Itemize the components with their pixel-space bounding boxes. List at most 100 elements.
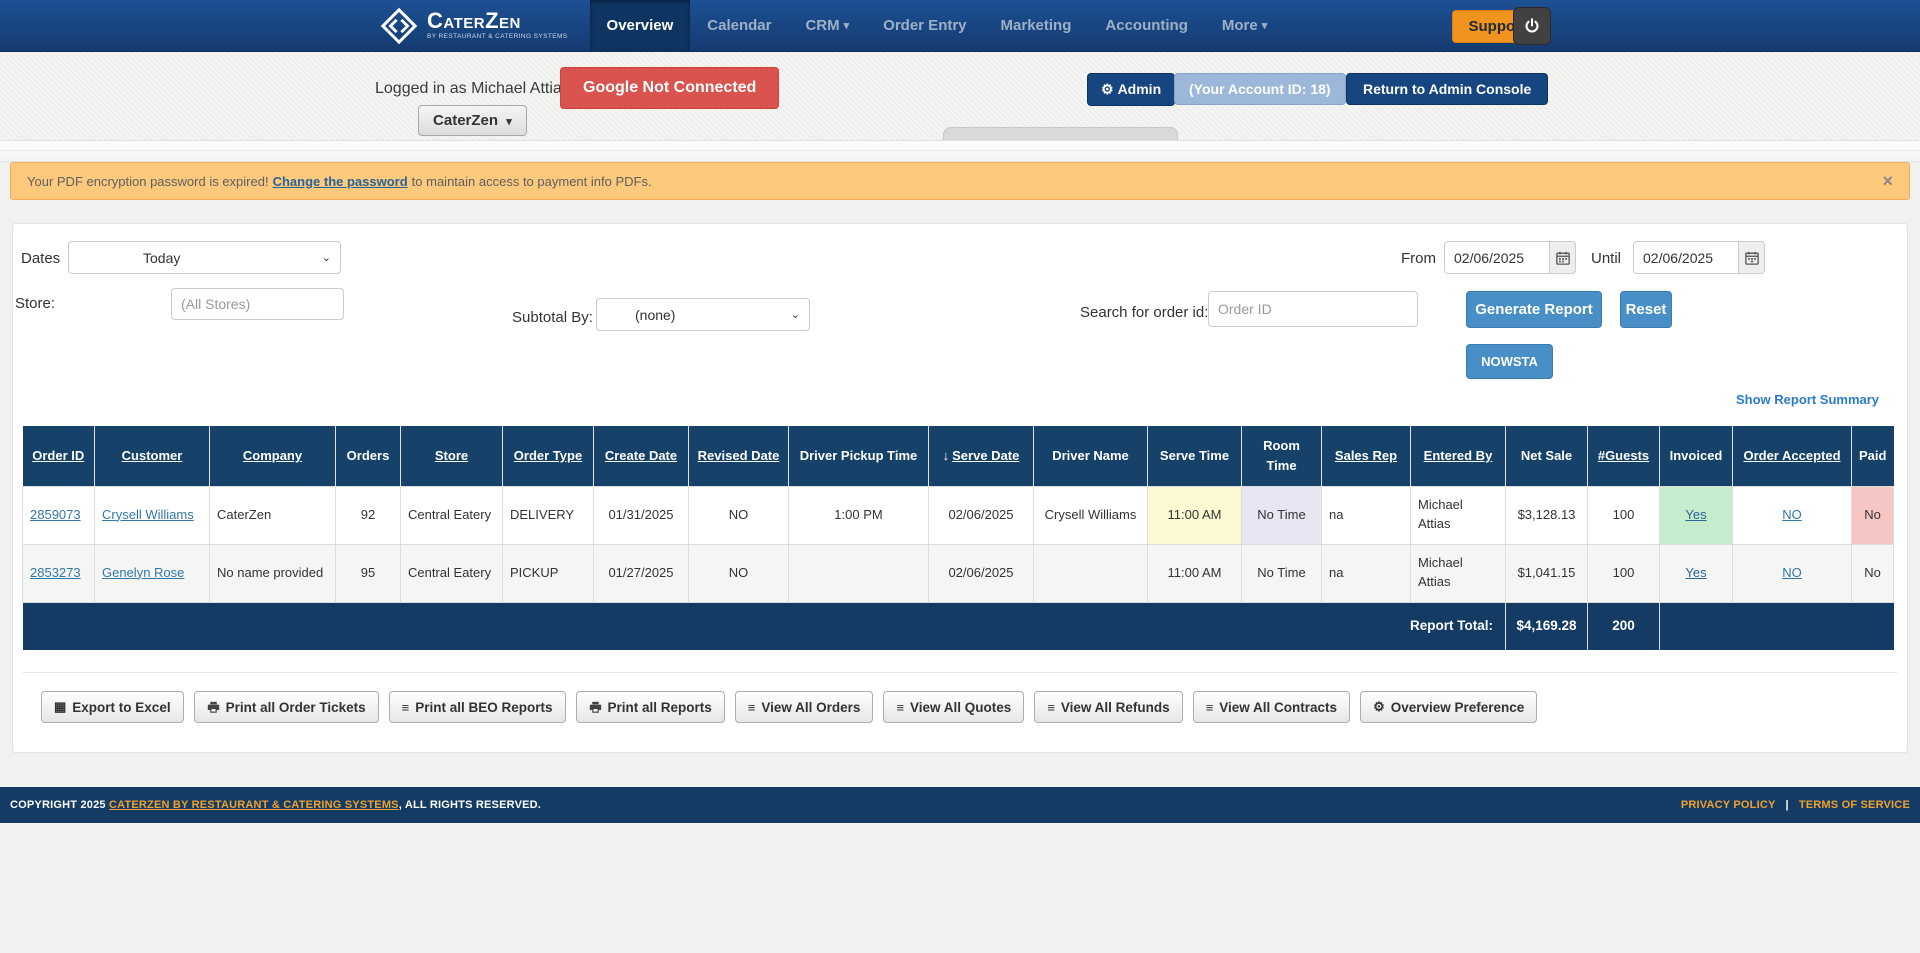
column-header-order-type[interactable]: Order Type: [502, 426, 594, 486]
until-calendar-icon[interactable]: [1738, 241, 1765, 274]
nav-item-order-entry[interactable]: Order Entry: [883, 17, 967, 34]
column-header-sales-rep[interactable]: Sales Rep: [1321, 426, 1411, 486]
cell-driver_name: Crysell Williams: [1033, 485, 1148, 545]
privacy-policy-link[interactable]: PRIVACY POLICY: [1680, 799, 1776, 811]
column-header-customer[interactable]: Customer: [94, 426, 210, 486]
until-date-input[interactable]: [1633, 241, 1739, 274]
column-header-order-accepted[interactable]: Order Accepted: [1732, 426, 1852, 486]
terms-of-service-link[interactable]: TERMS OF SERVICE: [1798, 799, 1910, 811]
order_id-link[interactable]: 2859073: [30, 506, 81, 522]
column-header-driver-pickup-time: Driver Pickup Time: [788, 426, 929, 486]
cell-order_id: 2859073: [22, 485, 95, 545]
nav-item-overview[interactable]: Overview: [589, 0, 691, 51]
column-label[interactable]: Store: [434, 448, 469, 463]
column-header-entered-by[interactable]: Entered By: [1410, 426, 1506, 486]
generate-report-button[interactable]: Generate Report: [1466, 291, 1602, 328]
column-header-revised-date[interactable]: Revised Date: [688, 426, 789, 486]
nav-item-calendar[interactable]: Calendar: [707, 17, 772, 34]
report-total-empty: [1659, 602, 1894, 650]
cell-guests: 100: [1587, 543, 1660, 603]
account-id-button[interactable]: (Your Account ID: 18): [1174, 73, 1346, 105]
power-icon: [1523, 17, 1541, 35]
column-label[interactable]: #Guests: [1597, 448, 1650, 463]
view-all-orders-button[interactable]: ≡ View All Orders: [734, 691, 874, 723]
pdf-password-alert: Your PDF encryption password is expired!…: [10, 162, 1910, 200]
table-row: 2859073 Crysell Williams CaterZen 92 Central…: [22, 485, 1894, 545]
column-label[interactable]: Create Date: [604, 448, 678, 463]
column-header-orders: Orders: [335, 426, 401, 486]
cell-driver_name: [1033, 543, 1148, 603]
orders-table: Order ID Customer Company Orders Store Order …: [22, 426, 1894, 650]
action-button-label: Print all Order Tickets: [225, 699, 366, 715]
select-caret-icon: ⌄: [790, 309, 800, 321]
column-label[interactable]: Sales Rep: [1334, 448, 1398, 463]
from-date-input[interactable]: [1444, 241, 1550, 274]
view-all-quotes-button[interactable]: ≡ View All Quotes: [883, 691, 1025, 723]
google-not-connected-button[interactable]: Google Not Connected: [560, 67, 780, 109]
nav-item-more[interactable]: More ▾: [1221, 17, 1268, 34]
subtotal-by-select[interactable]: (none) ⌄: [596, 298, 810, 331]
from-calendar-icon[interactable]: [1549, 241, 1576, 274]
show-report-summary-link[interactable]: Show Report Summary: [1736, 392, 1880, 407]
alert-close-icon[interactable]: ×: [1882, 171, 1893, 191]
print-all-order-tickets-button[interactable]: Print all Order Tickets: [193, 691, 379, 723]
column-label[interactable]: Order Type: [513, 448, 583, 463]
reset-button[interactable]: Reset: [1620, 291, 1672, 328]
column-label[interactable]: Customer: [121, 448, 183, 463]
filter-zone: Dates Today⌄ From Until Store: Subtotal …: [13, 224, 1907, 426]
cell-net_sale: $1,041.15: [1505, 543, 1588, 603]
export-to-excel-button[interactable]: ▦ Export to Excel: [41, 691, 184, 723]
column-header-create-date[interactable]: Create Date: [593, 426, 689, 486]
change-password-link[interactable]: Change the password: [272, 173, 408, 189]
admin-button[interactable]: ⚙ Admin: [1087, 73, 1176, 106]
view-all-contracts-button[interactable]: ≡ View All Contracts: [1192, 691, 1351, 723]
invoiced-link[interactable]: Yes: [1685, 506, 1707, 522]
logout-power-button[interactable]: [1513, 7, 1551, 45]
order_id-link[interactable]: 2853273: [30, 564, 81, 580]
nowsta-button[interactable]: NOWSTA: [1466, 344, 1553, 379]
order_accepted-link[interactable]: NO: [1782, 506, 1802, 522]
column-label[interactable]: Order Accepted: [1743, 448, 1841, 463]
return-to-admin-console-button[interactable]: Return to Admin Console: [1346, 73, 1549, 105]
nav-item-crm[interactable]: CRM ▾: [805, 17, 850, 34]
caterzen-footer-link[interactable]: CATERZEN BY RESTAURANT & CATERING SYSTEM…: [108, 799, 399, 811]
report-total-row: Report Total: $4,169.28 200: [22, 602, 1894, 650]
view-all-refunds-button[interactable]: ≡ View All Refunds: [1034, 691, 1183, 723]
print-all-beo-reports-button[interactable]: ≡ Print all BEO Reports: [388, 691, 566, 723]
customer-link[interactable]: Genelyn Rose: [102, 564, 185, 580]
column-label[interactable]: Entered By: [1423, 448, 1493, 463]
from-label: From: [1401, 250, 1436, 267]
column-label[interactable]: Serve Date: [952, 448, 1020, 463]
column-label: Driver Pickup Time: [799, 448, 918, 463]
customer-link[interactable]: Crysell Williams: [102, 506, 194, 522]
column-header-guests[interactable]: #Guests: [1587, 426, 1660, 486]
overview-preference-button[interactable]: ⚙ Overview Preference: [1360, 691, 1538, 723]
account-dropdown-button[interactable]: CaterZen ▾: [418, 105, 527, 136]
order-id-search-input[interactable]: [1208, 291, 1418, 327]
header-collapse-handle[interactable]: [943, 127, 1178, 140]
column-label[interactable]: Order ID: [32, 448, 85, 463]
cell-entered_by: Michael Attias: [1410, 485, 1506, 545]
print-all-reports-button[interactable]: Print all Reports: [575, 691, 725, 723]
column-label[interactable]: Company: [242, 448, 303, 463]
column-header-driver-name: Driver Name: [1033, 426, 1148, 486]
column-label[interactable]: Revised Date: [697, 448, 780, 463]
printer-icon: [589, 701, 602, 714]
column-header-paid: Paid: [1851, 426, 1894, 486]
invoiced-link[interactable]: Yes: [1685, 564, 1707, 580]
nav-item-marketing[interactable]: Marketing: [1000, 17, 1072, 34]
column-header-store[interactable]: Store: [400, 426, 503, 486]
column-header-order-id[interactable]: Order ID: [22, 426, 95, 486]
column-header-company[interactable]: Company: [209, 426, 336, 486]
report-total-label: Report Total:: [22, 602, 1506, 650]
alert-text-after: to maintain access to payment info PDFs.: [411, 173, 652, 189]
dates-select[interactable]: Today ⌄: [68, 241, 341, 274]
brand-logo[interactable]: CaterZen BY RESTAURANT & CATERING SYSTEM…: [380, 0, 568, 51]
gear-icon: ⚙: [1101, 81, 1114, 97]
column-header-serve-date[interactable]: ↓ Serve Date: [928, 426, 1034, 486]
printer-icon: [207, 701, 220, 714]
cell-net_sale: $3,128.13: [1505, 485, 1588, 545]
order_accepted-link[interactable]: NO: [1782, 564, 1802, 580]
store-input[interactable]: [171, 288, 344, 320]
nav-item-accounting[interactable]: Accounting: [1105, 17, 1188, 34]
